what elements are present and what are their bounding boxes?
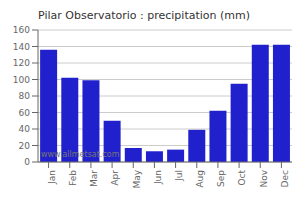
svg-text:Jan: Jan bbox=[47, 170, 57, 185]
svg-text:60: 60 bbox=[19, 108, 31, 118]
svg-text:Sep: Sep bbox=[216, 170, 226, 187]
svg-text:Oct: Oct bbox=[237, 170, 247, 186]
html-text:Pilar Observatorio : precipita: Pilar Observatorio : precipitation (mm) bbox=[38, 9, 250, 22]
svg-text:May: May bbox=[132, 169, 142, 188]
svg-text:0: 0 bbox=[24, 157, 30, 167]
svg-text:20: 20 bbox=[19, 141, 31, 151]
svg-text:Jun: Jun bbox=[153, 170, 163, 185]
html-text:www.allmetsat.com: www.allmetsat.com bbox=[41, 150, 120, 159]
svg-text:140: 140 bbox=[13, 42, 30, 52]
svg-text:80: 80 bbox=[19, 91, 31, 101]
svg-text:Aug: Aug bbox=[195, 170, 205, 188]
svg-text:Dec: Dec bbox=[280, 170, 290, 187]
svg-text:Nov: Nov bbox=[259, 169, 269, 187]
svg-text:160: 160 bbox=[13, 25, 30, 35]
svg-text:Feb: Feb bbox=[68, 170, 78, 186]
svg-text:100: 100 bbox=[13, 75, 30, 85]
svg-text:40: 40 bbox=[19, 124, 31, 134]
svg-text:Apr: Apr bbox=[110, 170, 120, 186]
svg-text:120: 120 bbox=[13, 58, 30, 68]
svg-text:Jul: Jul bbox=[174, 170, 184, 182]
svg-text:Mar: Mar bbox=[89, 170, 99, 187]
